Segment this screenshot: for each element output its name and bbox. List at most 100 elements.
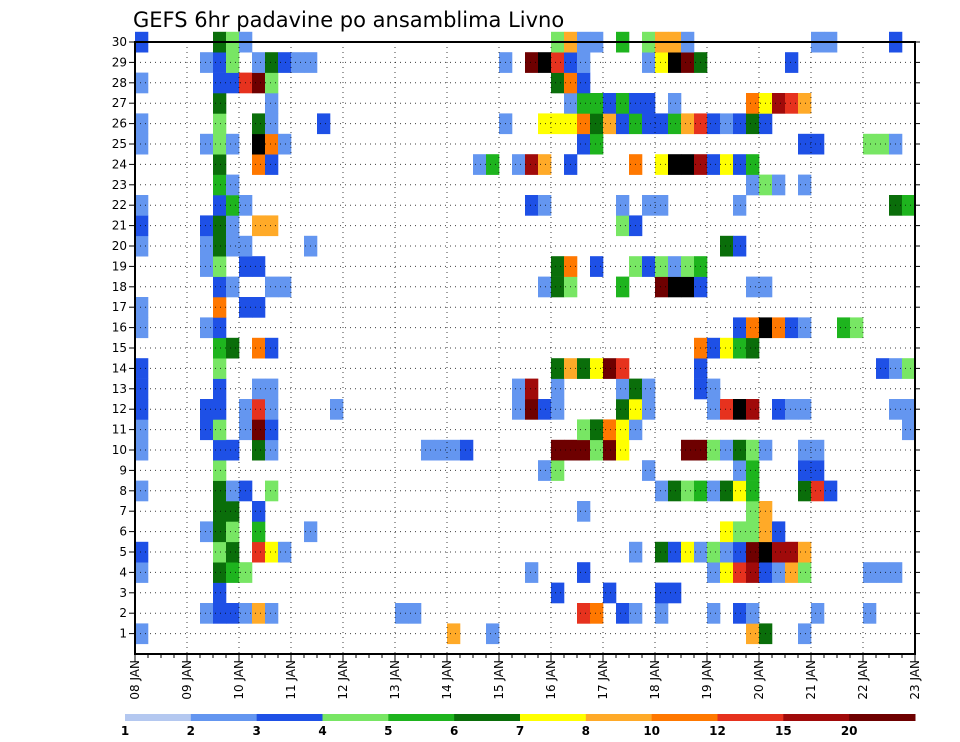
heatmap-cell [707,541,721,563]
heatmap-cell [200,317,214,339]
heatmap-cell [811,439,825,461]
heatmap-cell [798,460,812,481]
heatmap-cell [213,215,227,237]
heatmap-cell [226,521,240,543]
heatmap-cell [863,133,877,155]
heatmap-cell [551,72,565,94]
heatmap-cell [707,439,721,461]
x-tick-label: 08 JAN [128,660,142,700]
heatmap-cell [902,399,916,420]
heatmap-cell [785,541,799,563]
heatmap-cell [213,93,227,114]
heatmap-cell [577,501,591,522]
heatmap-cell [681,276,695,298]
heatmap-cell [707,399,721,420]
y-tick-label: 5 [119,545,127,559]
heatmap-cell [655,154,669,175]
heatmap-cell [733,113,747,135]
heatmap-cell [733,337,747,359]
heatmap-cell [213,521,227,543]
heatmap-cell [746,562,760,583]
y-tick-label: 26 [112,117,127,131]
heatmap-cell [733,154,747,175]
heatmap-cell [213,133,227,155]
heatmap-cell [668,93,682,114]
colorbar-segment [454,714,521,721]
heatmap-cell [213,419,227,441]
x-tick-label: 16 JAN [544,660,558,700]
heatmap-cell [135,297,149,318]
heatmap-cell [772,399,786,420]
heatmap-cell [746,480,760,502]
heatmap-cell [226,52,240,73]
heatmap-cell [265,215,279,237]
heatmap-cell [226,501,240,522]
heatmap-cell [265,154,279,175]
colorbar-segment [125,714,192,721]
y-tick-label: 29 [112,55,127,69]
heatmap-cell [785,93,799,114]
heatmap-cell [850,317,864,339]
heatmap-cell [551,378,565,400]
x-tick-label: 23 JAN [908,660,922,700]
heatmap-cell [213,603,227,624]
heatmap-cell [785,562,799,583]
heatmap-cell [798,623,812,645]
heatmap-cell [720,235,734,257]
heatmap-cell [512,378,526,400]
heatmap-cell [486,154,500,175]
heatmap-cell [746,541,760,563]
heatmap-cell [707,154,721,175]
heatmap-cell [707,113,721,135]
heatmap-cell [577,93,591,114]
heatmap-cell [265,439,279,461]
colorbar-label: 7 [516,724,524,738]
heatmap-cell [577,52,591,73]
heatmap-cell [265,113,279,135]
x-tick-label: 18 JAN [648,660,662,700]
heatmap-cell [200,52,214,73]
colorbar-label: 4 [318,724,326,738]
heatmap-cell [252,215,266,237]
colorbar-label: 8 [582,724,590,738]
heatmap-cell [200,235,214,257]
heatmap-cell [668,113,682,135]
colorbar-label: 3 [252,724,260,738]
heatmap-cell [603,419,617,441]
y-tick-label: 22 [112,198,127,212]
heatmap-cell [642,113,656,135]
heatmap-cell [226,337,240,359]
y-tick-label: 13 [112,382,127,396]
heatmap-cell [616,603,630,624]
heatmap-cell [538,113,552,135]
heatmap-cell [785,399,799,420]
heatmap-cell [525,195,539,216]
y-tick-label: 17 [112,300,127,314]
heatmap-cell [863,603,877,624]
heatmap-cell [811,460,825,481]
heatmap-cell [733,521,747,543]
heatmap-cell [265,133,279,155]
y-tick-label: 10 [112,443,127,457]
colorbar-segment [256,714,323,721]
heatmap-cell [265,276,279,298]
heatmap-cell [720,113,734,135]
heatmap-cell [317,113,331,135]
y-tick-label: 6 [119,525,127,539]
heatmap-cell [733,195,747,216]
heatmap-cell [226,562,240,583]
heatmap-cell [681,541,695,563]
heatmap-cell [226,235,240,257]
heatmap-cell [772,541,786,563]
x-tick-label: 20 JAN [752,660,766,700]
heatmap-cell [733,603,747,624]
heatmap-cell [226,541,240,563]
heatmap-cell [252,297,266,318]
heatmap-cell [551,256,565,277]
heatmap-cell [551,52,565,73]
heatmap-cell [213,317,227,339]
heatmap-cell [226,72,240,94]
heatmap-cell [577,358,591,379]
heatmap-cell [746,460,760,481]
heatmap-cell [642,399,656,420]
